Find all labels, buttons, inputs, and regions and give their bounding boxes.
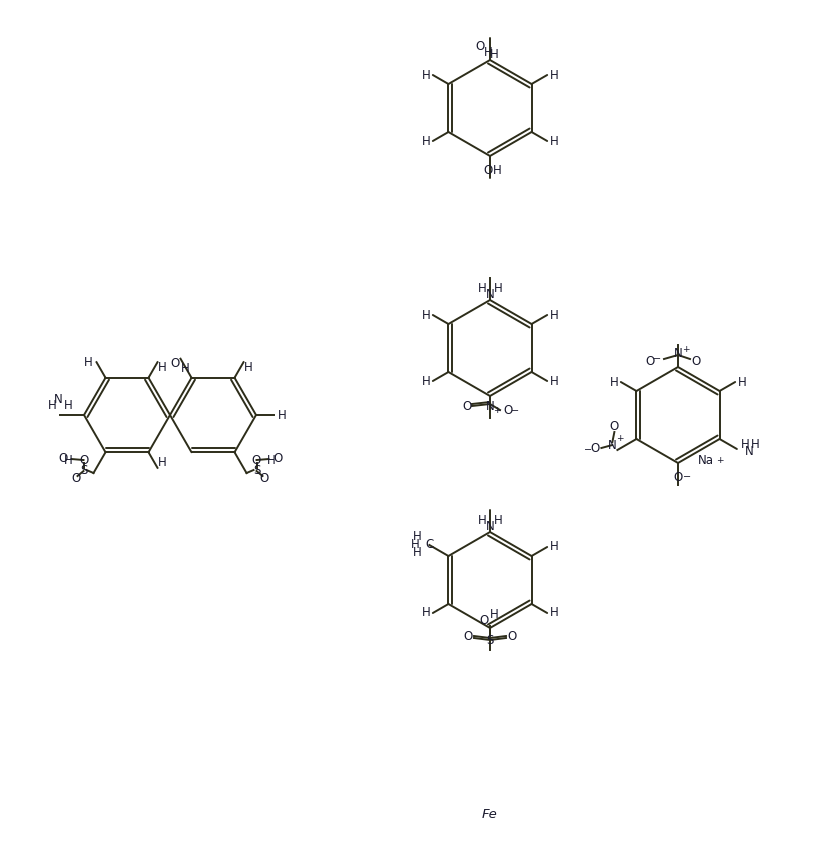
Text: H: H <box>64 454 73 467</box>
Text: H: H <box>477 513 487 526</box>
Text: H: H <box>550 541 559 553</box>
Text: H: H <box>493 513 503 526</box>
Text: O: O <box>645 354 654 367</box>
Text: N: N <box>486 400 494 412</box>
Text: H: H <box>550 309 559 321</box>
Text: H: H <box>84 355 93 369</box>
Text: H: H <box>421 69 430 82</box>
Text: H: H <box>421 134 430 148</box>
Text: H: H <box>421 607 430 620</box>
Text: +: + <box>493 405 501 415</box>
Text: +: + <box>616 434 623 443</box>
Text: O: O <box>503 404 513 416</box>
Text: N: N <box>608 439 617 451</box>
Text: H: H <box>421 309 430 321</box>
Text: H: H <box>550 69 559 82</box>
Text: −: − <box>683 472 691 482</box>
Text: H: H <box>550 134 559 148</box>
Text: H: H <box>477 281 487 294</box>
Text: H: H <box>413 547 422 559</box>
Text: N: N <box>54 393 62 405</box>
Text: O: O <box>674 471 683 484</box>
Text: −: − <box>511 406 519 416</box>
Text: N: N <box>674 347 682 360</box>
Text: H: H <box>550 607 559 620</box>
Text: H: H <box>267 454 276 467</box>
Text: S: S <box>80 463 87 477</box>
Text: H: H <box>609 376 618 388</box>
Text: C: C <box>425 539 434 552</box>
Text: O: O <box>463 631 472 643</box>
Text: N: N <box>744 445 753 457</box>
Text: S: S <box>253 463 260 477</box>
Text: −: − <box>653 354 661 364</box>
Text: O: O <box>252 454 261 467</box>
Text: +: + <box>682 344 690 354</box>
Text: O: O <box>508 631 517 643</box>
Text: O: O <box>171 357 180 371</box>
Text: S: S <box>487 633 493 647</box>
Text: −: − <box>584 445 592 455</box>
Text: H: H <box>413 530 422 543</box>
Text: O: O <box>591 441 600 455</box>
Text: O: O <box>483 163 492 177</box>
Text: H: H <box>278 409 286 422</box>
Text: O: O <box>691 354 701 367</box>
Text: H: H <box>181 362 190 375</box>
Text: H: H <box>737 376 747 388</box>
Text: O: O <box>476 39 485 53</box>
Text: H: H <box>483 46 492 59</box>
Text: N: N <box>486 519 494 532</box>
Text: H: H <box>741 438 749 450</box>
Text: H: H <box>48 399 56 411</box>
Text: O: O <box>610 420 619 433</box>
Text: H: H <box>421 375 430 388</box>
Text: O: O <box>70 472 81 484</box>
Text: H: H <box>158 456 167 469</box>
Text: H: H <box>751 438 759 450</box>
Text: H: H <box>550 375 559 388</box>
Text: H: H <box>492 163 502 177</box>
Text: O: O <box>79 454 88 467</box>
Text: H: H <box>411 539 420 552</box>
Text: N: N <box>486 287 494 301</box>
Text: O: O <box>462 400 472 412</box>
Text: H: H <box>244 360 253 374</box>
Text: H: H <box>493 281 503 294</box>
Text: H: H <box>490 609 498 621</box>
Text: O: O <box>260 472 269 484</box>
Text: Na: Na <box>698 454 714 467</box>
Text: O: O <box>58 451 67 464</box>
Text: O: O <box>273 451 282 464</box>
Text: H: H <box>490 48 498 60</box>
Text: O: O <box>479 614 488 626</box>
Text: +: + <box>717 456 724 464</box>
Text: H: H <box>64 399 72 411</box>
Text: H: H <box>158 360 167 374</box>
Text: Fe: Fe <box>482 808 498 821</box>
